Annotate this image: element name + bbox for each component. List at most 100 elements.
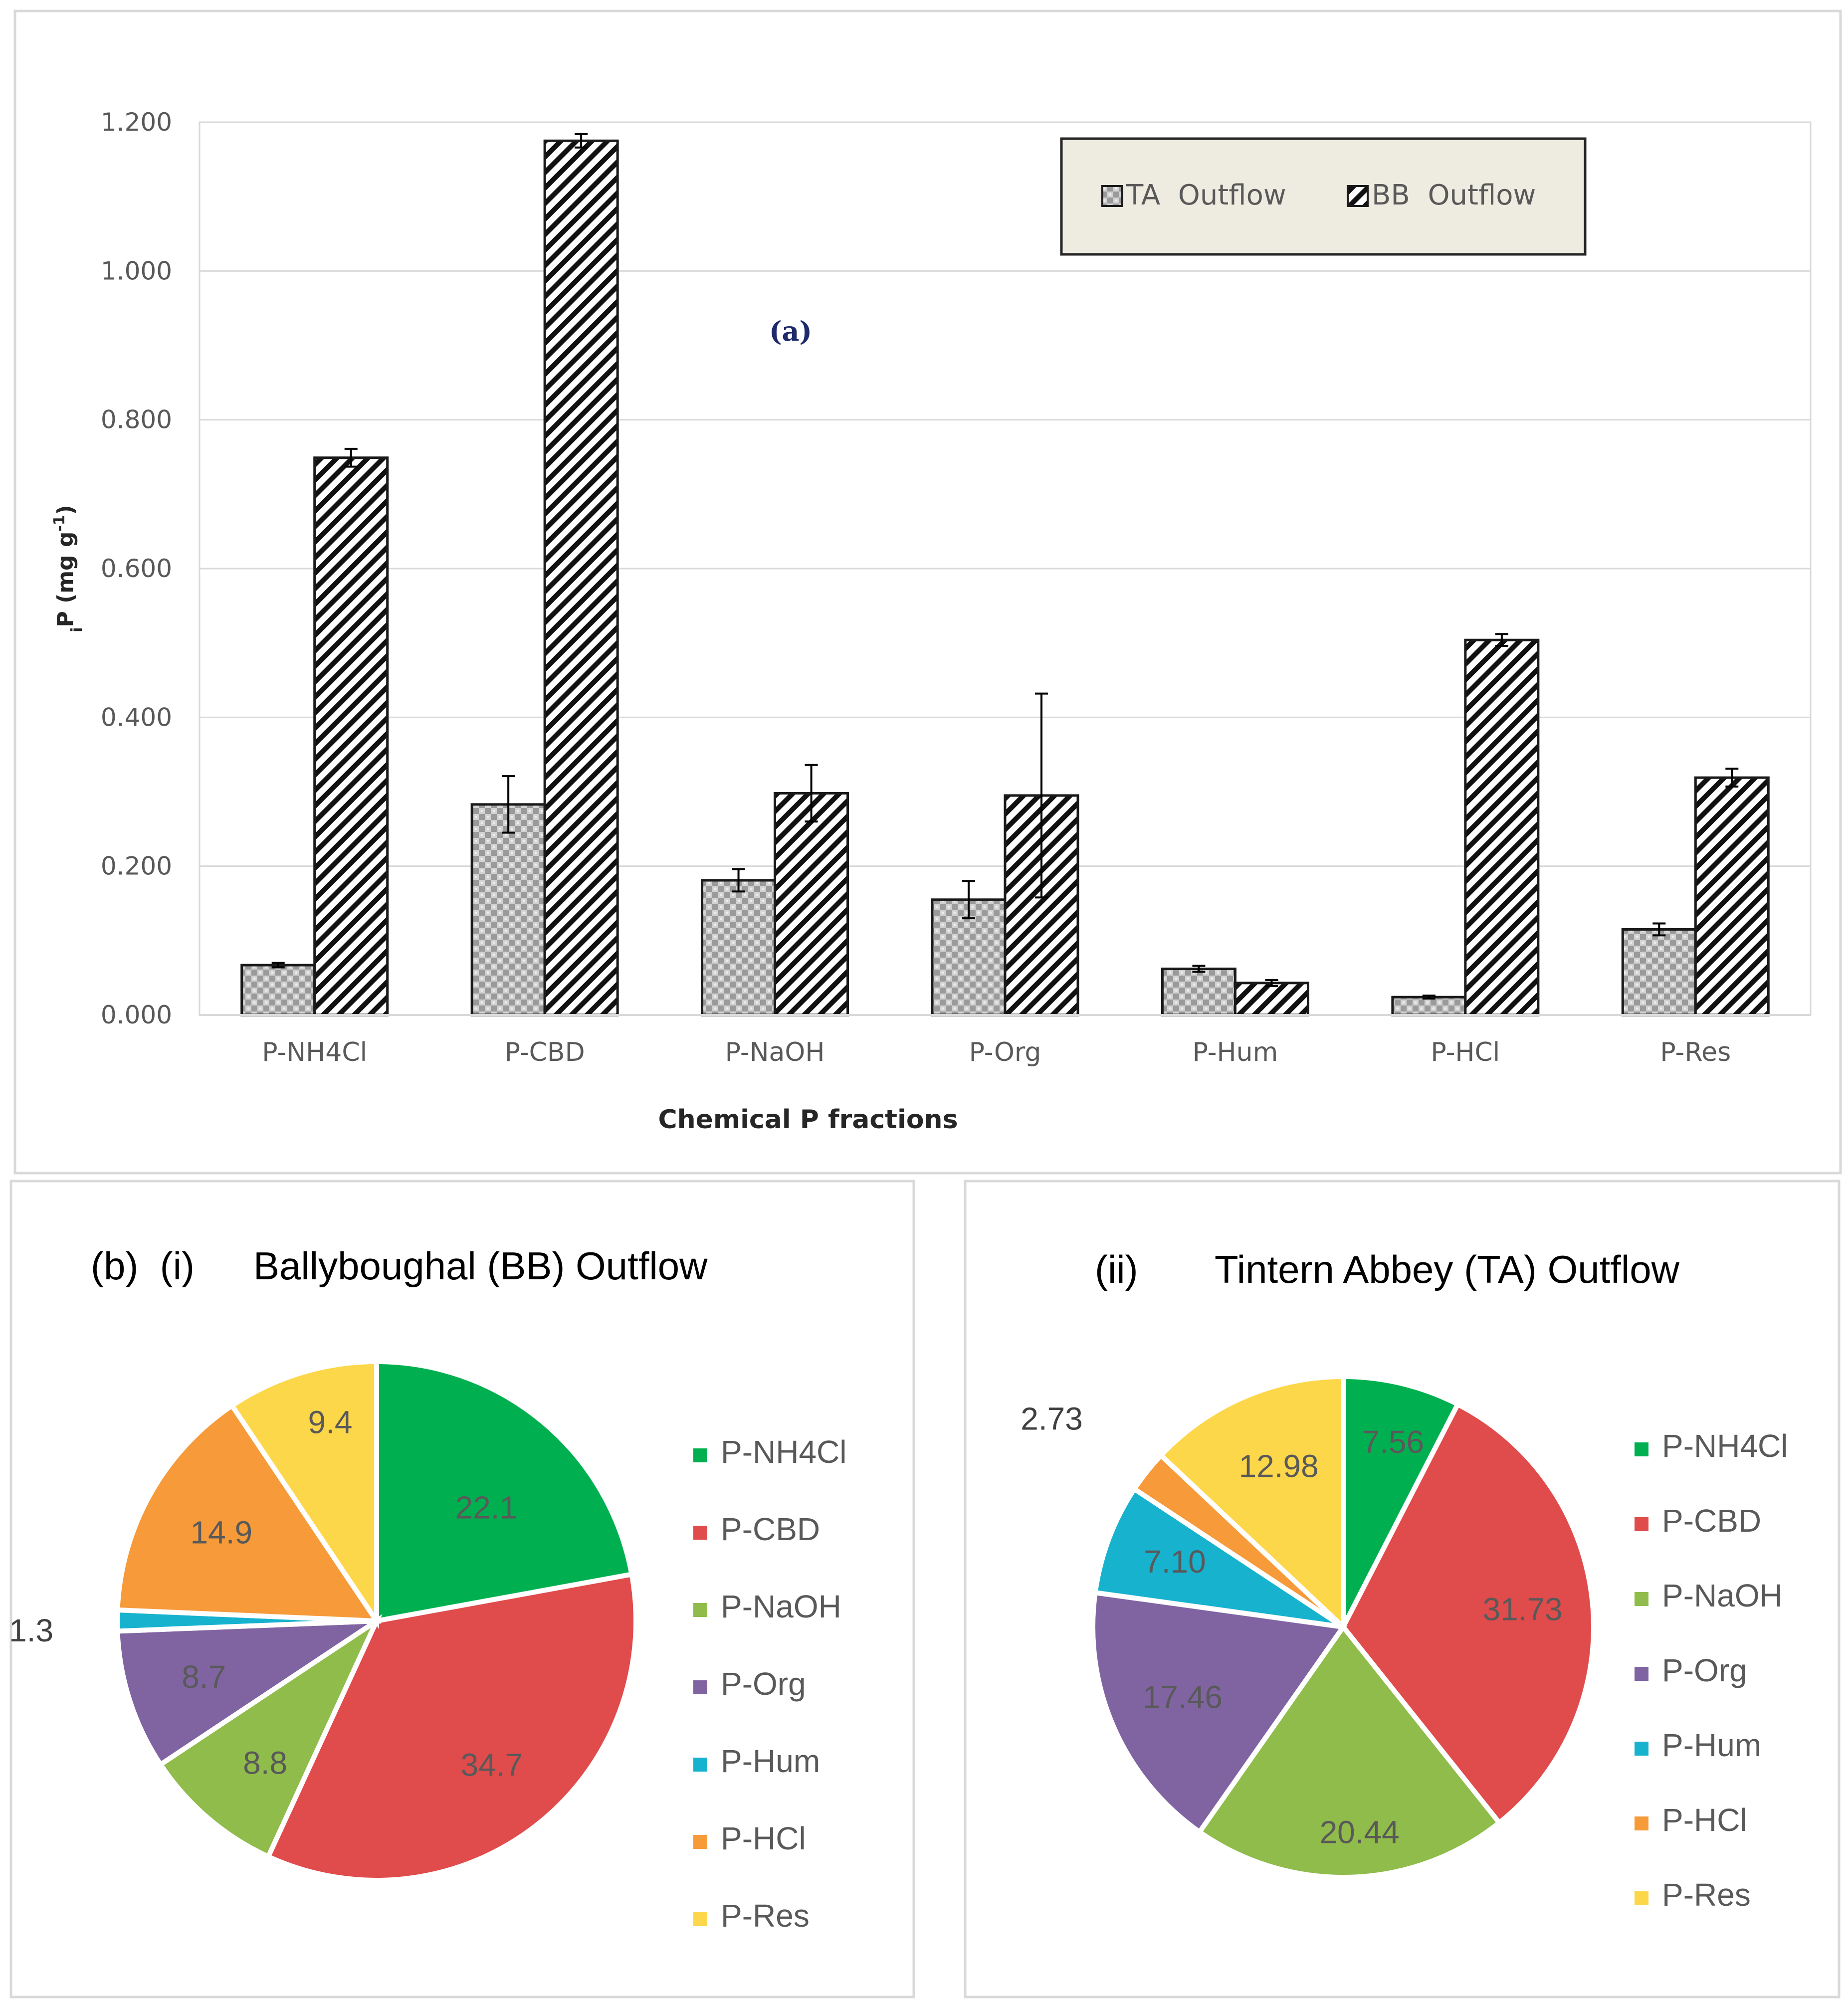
legend-swatch-p-nh4cl bbox=[1635, 1442, 1648, 1456]
bar-bb-outflow-p-naoh bbox=[774, 792, 849, 1016]
pie-data-label: 12.98 bbox=[1239, 1448, 1319, 1484]
legend-swatch-p-naoh bbox=[693, 1603, 707, 1617]
pie-slice-p-nh4cl bbox=[1341, 1374, 1461, 1628]
pie-data-label: 17.46 bbox=[1143, 1679, 1223, 1715]
legend-swatch-p-nh4cl bbox=[693, 1448, 707, 1462]
error-bar-bb-outflow-p-org bbox=[1035, 692, 1048, 899]
pie-slice-p-naoh bbox=[1196, 1622, 1503, 1880]
legend-swatch-p-hcl bbox=[693, 1835, 707, 1849]
pie-b-i-title: Ballyboughal (BB) Outflow bbox=[253, 1244, 708, 1288]
y-axis-label: iP (mg g-1) bbox=[51, 505, 86, 632]
bar-chart-a: 0.000 0.200 0.400 0.600 0.800 1.000 1.200 P-NH… bbox=[51, 108, 1812, 1135]
error-bar-ta-outflow-p-res bbox=[1652, 922, 1666, 937]
legend-label-p-nh4cl: P-NH4Cl bbox=[721, 1434, 846, 1470]
legend-swatch-p-hcl bbox=[1635, 1816, 1648, 1830]
pie-slice-p-org bbox=[115, 1618, 386, 1768]
pie-b-ii-title: Tintern Abbey (TA) Outflow bbox=[1215, 1247, 1680, 1291]
legend-swatch-p-res bbox=[1635, 1891, 1648, 1905]
legend-swatch-p-cbd bbox=[693, 1526, 707, 1540]
x-tick-label: P-Org bbox=[969, 1037, 1041, 1067]
bar-ta-outflow-p-naoh bbox=[701, 879, 777, 1016]
y-tick-label: 0.800 bbox=[101, 405, 172, 434]
y-tick-label: 1.200 bbox=[101, 108, 172, 137]
pie-slice-p-hum bbox=[1092, 1485, 1345, 1629]
pie-b-ii-title-prefix: (ii) bbox=[1095, 1247, 1138, 1291]
pie-slice-p-res bbox=[1157, 1374, 1346, 1633]
x-tick-label: P-Hum bbox=[1193, 1037, 1278, 1067]
bar-ta-outflow-p-nh4cl bbox=[240, 964, 316, 1016]
legend-swatch-p-cbd bbox=[1635, 1517, 1648, 1531]
legend-label-bb: BB Outflow bbox=[1372, 179, 1536, 211]
pie-data-label: 8.7 bbox=[182, 1659, 226, 1695]
bar-bb-outflow-p-hum bbox=[1233, 982, 1309, 1016]
error-bar-bb-outflow-p-nh4cl bbox=[344, 447, 358, 468]
bar-bb-outflow-p-cbd bbox=[543, 139, 619, 1016]
legend-label-p-naoh: P-NaOH bbox=[1662, 1578, 1783, 1613]
pie-data-label: 14.9 bbox=[191, 1514, 253, 1550]
legend-label-p-naoh: P-NaOH bbox=[721, 1589, 841, 1624]
x-tick-label: P-HCl bbox=[1431, 1037, 1500, 1067]
bar-bb-outflow-p-res bbox=[1694, 776, 1770, 1016]
pie-b-i-title-prefix: (b) (i) bbox=[91, 1244, 195, 1288]
y-tick-label: 0.600 bbox=[101, 554, 172, 583]
legend-swatch-bb bbox=[1347, 185, 1369, 207]
pie-slice-p-naoh bbox=[157, 1614, 383, 1860]
error-bar-bb-outflow-p-naoh bbox=[805, 764, 818, 823]
pie-data-label: 34.7 bbox=[461, 1747, 523, 1783]
bar-ta-outflow-p-hum bbox=[1161, 968, 1236, 1016]
legend-label-p-nh4cl: P-NH4Cl bbox=[1662, 1428, 1788, 1464]
error-bar-bb-outflow-p-hcl bbox=[1495, 633, 1508, 647]
pie-slice-p-res bbox=[228, 1359, 379, 1629]
error-bar-bb-outflow-p-cbd bbox=[575, 133, 588, 149]
pie-data-label: 8.8 bbox=[243, 1745, 287, 1781]
y-axis-label-close: ) bbox=[53, 505, 78, 515]
y-axis-label-main: P (mg g bbox=[53, 532, 78, 627]
legend-label-p-cbd: P-CBD bbox=[1662, 1503, 1761, 1539]
pie-slice-p-hcl bbox=[115, 1402, 382, 1624]
x-tick-label: P-Res bbox=[1660, 1037, 1731, 1067]
y-axis-label-sup: -1 bbox=[51, 515, 68, 531]
pie-chart-b-ii: (ii) Tintern Abbey (TA) Outflow 7.56 31.7… bbox=[1021, 1247, 1788, 1913]
pie-data-label: 2.73 bbox=[1021, 1401, 1083, 1436]
pie-slice-p-nh4cl bbox=[374, 1359, 635, 1624]
pie-data-label: 22.1 bbox=[455, 1489, 518, 1525]
bar-legend-box bbox=[1060, 137, 1587, 256]
error-bar-ta-outflow-p-nh4cl bbox=[271, 962, 285, 969]
bar-ta-outflow-p-hcl bbox=[1391, 996, 1467, 1016]
pie-slice-p-cbd bbox=[265, 1571, 638, 1883]
pie-data-label: 9.4 bbox=[308, 1405, 353, 1440]
y-tick-label: 0.000 bbox=[101, 1001, 172, 1029]
pie-data-label: 7.10 bbox=[1144, 1544, 1206, 1580]
legend-swatch-p-res bbox=[693, 1912, 707, 1926]
pie-slice-p-org bbox=[1090, 1590, 1348, 1836]
legend-label-p-hum: P-Hum bbox=[1662, 1727, 1761, 1763]
x-axis-label: Chemical P fractions bbox=[658, 1105, 958, 1135]
bar-bb-outflow-p-hcl bbox=[1464, 638, 1540, 1016]
y-axis-label-sub: i bbox=[68, 627, 86, 632]
error-bar-bb-outflow-p-hum bbox=[1265, 979, 1278, 987]
y-tick-label: 1.000 bbox=[101, 256, 172, 285]
legend-swatch-p-hum bbox=[693, 1758, 707, 1772]
bar-ta-outflow-p-cbd bbox=[470, 803, 546, 1016]
legend-swatch-p-hum bbox=[1635, 1742, 1648, 1756]
pie-chart-b-i: (b) (i) Ballyboughal (BB) Outflow 22.1 34… bbox=[9, 1244, 846, 1934]
y-tick-label: 0.200 bbox=[101, 852, 172, 881]
x-tick-label: P-NaOH bbox=[725, 1037, 825, 1067]
legend-label-p-hcl: P-HCl bbox=[721, 1820, 806, 1856]
x-tick-label: P-NH4Cl bbox=[262, 1037, 367, 1067]
error-bar-ta-outflow-p-hum bbox=[1192, 965, 1206, 973]
legend-label-p-res: P-Res bbox=[1662, 1877, 1751, 1913]
pie-data-label: 31.73 bbox=[1483, 1591, 1563, 1627]
legend-swatch-p-org bbox=[1635, 1667, 1648, 1681]
pie-data-label: 20.44 bbox=[1320, 1814, 1400, 1850]
legend-label-p-org: P-Org bbox=[1662, 1652, 1747, 1688]
legend-label-p-org: P-Org bbox=[721, 1666, 806, 1702]
legend-swatch-p-naoh bbox=[1635, 1592, 1648, 1606]
error-bar-ta-outflow-p-naoh bbox=[732, 868, 745, 893]
legend-label-p-hum: P-Hum bbox=[721, 1743, 820, 1779]
legend-label-p-cbd: P-CBD bbox=[721, 1511, 820, 1547]
pie-slice-p-cbd bbox=[1340, 1401, 1596, 1826]
bar-legend: TA Outflow BB Outflow bbox=[1060, 137, 1587, 256]
y-tick-label: 0.400 bbox=[101, 703, 172, 732]
